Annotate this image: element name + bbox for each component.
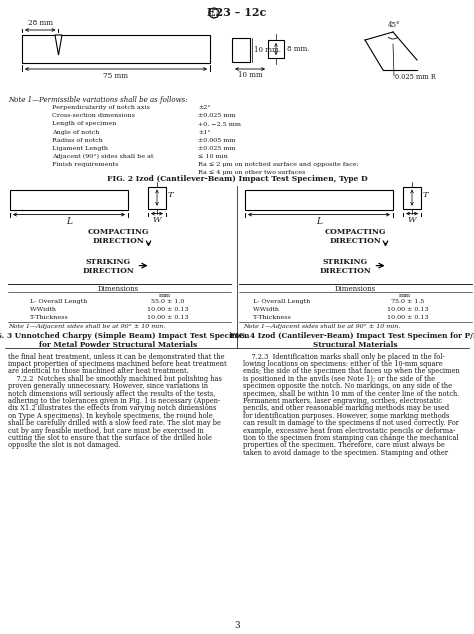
Text: properties of the specimen. Therefore, care must always be: properties of the specimen. Therefore, c… (243, 441, 445, 450)
Text: cutting the slot to ensure that the surface of the drilled hole: cutting the slot to ensure that the surf… (8, 434, 212, 442)
Text: Note 1—Adjacent sides shall be at 90° ± 10 min.: Note 1—Adjacent sides shall be at 90° ± … (243, 323, 401, 328)
Text: 8 mm.: 8 mm. (287, 45, 310, 53)
Bar (22, 35, 210, 63)
Text: ⚙: ⚙ (211, 8, 217, 18)
Text: tion to the specimen from stamping can change the mechanical: tion to the specimen from stamping can c… (243, 434, 458, 442)
Text: ±0.025 mm: ±0.025 mm (198, 113, 236, 118)
Text: 0.025 mm R: 0.025 mm R (395, 73, 436, 81)
Text: Length of specimen: Length of specimen (52, 121, 117, 126)
Text: is positioned in the anvils (see Note 1); or the side of the: is positioned in the anvils (see Note 1)… (243, 375, 435, 383)
Bar (245, 190, 393, 210)
Text: 7.2.3  Identification marks shall only be placed in the fol-: 7.2.3 Identification marks shall only be… (243, 353, 445, 361)
Text: Ra ≤ 4 μm on other two surfaces: Ra ≤ 4 μm on other two surfaces (198, 171, 305, 176)
Text: impact properties of specimens machined before heat treatment: impact properties of specimens machined … (8, 360, 227, 368)
Text: T: T (423, 191, 428, 198)
Text: on Type A specimens). In keyhole specimens, the round hole: on Type A specimens). In keyhole specime… (8, 412, 213, 420)
Text: dix X1.2 illustrates the effects from varying notch dimensions: dix X1.2 illustrates the effects from va… (8, 404, 216, 412)
Text: Dimensions: Dimensions (335, 285, 376, 293)
Text: Note 1—Permissible variations shall be as follows:: Note 1—Permissible variations shall be a… (8, 96, 188, 104)
Text: Note 1—Adjacent sides shall be at 90° ± 10 min.: Note 1—Adjacent sides shall be at 90° ± … (8, 323, 165, 328)
Text: are identical to those machined after heat treatment.: are identical to those machined after he… (8, 367, 189, 375)
Text: ±2°: ±2° (198, 105, 210, 110)
Text: 75 mm: 75 mm (103, 72, 128, 80)
Text: 10 mm.: 10 mm. (254, 46, 281, 54)
Text: adhering to the tolerances given in Fig. 1 is necessary (Appen-: adhering to the tolerances given in Fig.… (8, 397, 220, 405)
Bar (148, 186, 166, 209)
Text: specimen opposite the notch. No markings, on any side of the: specimen opposite the notch. No markings… (243, 382, 452, 390)
Text: 10.00 ± 0.13: 10.00 ± 0.13 (387, 314, 429, 320)
Polygon shape (55, 35, 62, 55)
Text: W-Width: W-Width (30, 307, 57, 311)
Text: mm: mm (399, 293, 411, 297)
Text: COMPACTING
DIRECTION: COMPACTING DIRECTION (325, 228, 386, 245)
Text: L- Overall Length: L- Overall Length (30, 299, 87, 304)
Text: E23 – 12c: E23 – 12c (207, 8, 267, 18)
Text: Angle of notch: Angle of notch (52, 129, 100, 134)
Text: example, excessive heat from electrostatic pencils or deforma-: example, excessive heat from electrostat… (243, 427, 456, 434)
Text: Finish requirements: Finish requirements (52, 162, 118, 167)
Text: Permanent markers, laser engraving, scribes, electrostatic: Permanent markers, laser engraving, scri… (243, 397, 442, 405)
Text: shall be carefully drilled with a slow feed rate. The slot may be: shall be carefully drilled with a slow f… (8, 419, 221, 427)
Text: L: L (66, 217, 72, 226)
Text: taken to avoid damage to the specimen. Stamping and other: taken to avoid damage to the specimen. S… (243, 449, 448, 457)
Text: STRIKING
DIRECTION: STRIKING DIRECTION (319, 257, 371, 275)
Text: Dimensions: Dimensions (98, 285, 139, 293)
Text: Perpendicularity of notch axis: Perpendicularity of notch axis (52, 105, 150, 110)
Text: Cross-section dimensions: Cross-section dimensions (52, 113, 135, 118)
Text: STRIKING
DIRECTION: STRIKING DIRECTION (82, 257, 134, 275)
Text: 3: 3 (234, 621, 240, 630)
Text: Ligament Length: Ligament Length (52, 146, 108, 151)
Bar (232, 38, 250, 62)
Text: for identification purposes. However, some marking methods: for identification purposes. However, so… (243, 412, 449, 420)
Text: 10 mm: 10 mm (237, 71, 263, 79)
Text: cut by any feasible method, but care must be exercised in: cut by any feasible method, but care mus… (8, 427, 204, 434)
Bar (268, 40, 284, 58)
Text: T-Thickness: T-Thickness (30, 314, 68, 320)
Text: notch dimensions will seriously affect the results of the tests,: notch dimensions will seriously affect t… (8, 390, 215, 398)
Text: ends; the side of the specimen that faces up when the specimen: ends; the side of the specimen that face… (243, 367, 460, 375)
Text: W: W (408, 216, 416, 224)
Text: ≤ 10 min: ≤ 10 min (198, 154, 228, 159)
Text: L: L (316, 217, 322, 226)
Bar (10, 190, 128, 210)
Text: ±1°: ±1° (198, 129, 210, 134)
Text: 55.0 ± 1.0: 55.0 ± 1.0 (151, 299, 185, 304)
Text: T: T (168, 191, 173, 198)
Text: lowing locations on specimens: either of the 10-mm square: lowing locations on specimens: either of… (243, 360, 443, 368)
Text: W: W (153, 216, 161, 224)
Text: mm: mm (159, 293, 171, 297)
Text: specimen, shall be within 10 mm of the center line of the notch.: specimen, shall be within 10 mm of the c… (243, 390, 459, 398)
Text: 10.00 ± 0.13: 10.00 ± 0.13 (147, 314, 189, 320)
Text: +0, −2.5 mm: +0, −2.5 mm (198, 121, 241, 126)
Text: W-Width: W-Width (253, 307, 280, 311)
Text: 28 mm: 28 mm (28, 19, 53, 27)
Text: ±0.025 mm: ±0.025 mm (198, 146, 236, 151)
Text: ±0.005 mm: ±0.005 mm (198, 138, 236, 143)
Text: pencils, and other reasonable marking methods may be used: pencils, and other reasonable marking me… (243, 404, 449, 412)
Text: 10.00 ± 0.13: 10.00 ± 0.13 (387, 307, 429, 311)
Text: opposite the slot is not damaged.: opposite the slot is not damaged. (8, 441, 120, 450)
Text: 7.2.2  Notches shall be smoothly machined but polishing has: 7.2.2 Notches shall be smoothly machined… (8, 375, 222, 383)
Bar (403, 186, 421, 209)
Text: 75.0 ± 1.5: 75.0 ± 1.5 (392, 299, 425, 304)
Text: FIG. 2 Izod (Cantilever-Beam) Impact Test Specimen, Type D: FIG. 2 Izod (Cantilever-Beam) Impact Tes… (107, 174, 367, 183)
Text: Radius of notch: Radius of notch (52, 138, 103, 143)
Text: proven generally unnecessary. However, since variations in: proven generally unnecessary. However, s… (8, 382, 208, 390)
Text: Ra ≤ 2 μm on notched surface and opposite face;: Ra ≤ 2 μm on notched surface and opposit… (198, 162, 359, 167)
Text: L- Overall Length: L- Overall Length (253, 299, 310, 304)
Text: 10.00 ± 0.13: 10.00 ± 0.13 (147, 307, 189, 311)
Text: T-Thickness: T-Thickness (253, 314, 291, 320)
Text: FIG. 4 Izod (Cantilever-Beam) Impact Test Specimen for P/M
Structural Materials: FIG. 4 Izod (Cantilever-Beam) Impact Tes… (230, 332, 474, 349)
Text: 45°: 45° (388, 21, 401, 29)
Text: Adjacent (90°) sides shall be at: Adjacent (90°) sides shall be at (52, 154, 154, 160)
Text: can result in damage to the specimens if not used correctly. For: can result in damage to the specimens if… (243, 419, 459, 427)
Text: the final heat treatment, unless it can be demonstrated that the: the final heat treatment, unless it can … (8, 353, 225, 361)
Text: COMPACTING
DIRECTION: COMPACTING DIRECTION (88, 228, 149, 245)
Text: FIG. 3 Unnotched Charpy (Simple Beam) Impact Test Specimen
for Metal Powder Stru: FIG. 3 Unnotched Charpy (Simple Beam) Im… (0, 332, 250, 349)
